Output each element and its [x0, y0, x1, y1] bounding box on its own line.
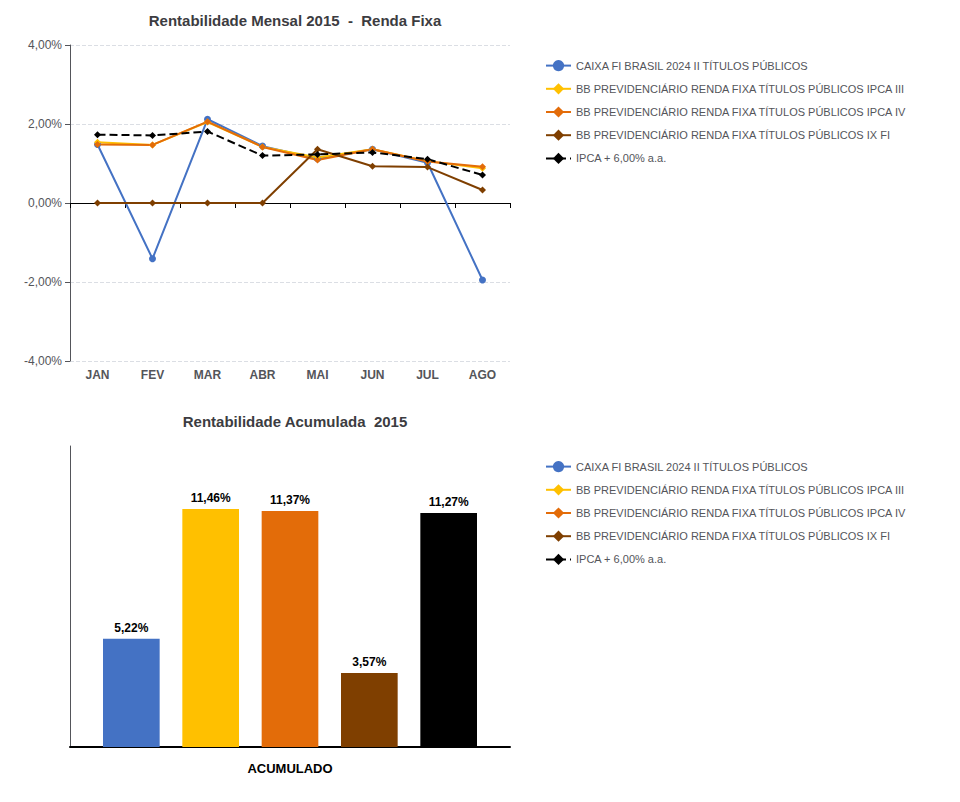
- svg-text:BB PREVIDENCIÁRIO RENDA FIXA T: BB PREVIDENCIÁRIO RENDA FIXA TÍTULOS PÚB…: [576, 83, 904, 95]
- svg-text:AGO: AGO: [469, 368, 496, 382]
- svg-text:IPCA + 6,00% a.a.: IPCA + 6,00% a.a.: [576, 152, 666, 164]
- svg-text:0,00%: 0,00%: [28, 196, 62, 210]
- svg-text:JUN: JUN: [360, 368, 384, 382]
- svg-text:Rentabilidade Mensal 2015 -: Rentabilidade Mensal 2015 - Renda Fixa: [149, 12, 442, 29]
- svg-text:11,27%: 11,27%: [429, 495, 469, 509]
- svg-text:CAIXA FI BRASIL 2024 II TÍTULO: CAIXA FI BRASIL 2024 II TÍTULOS PÚBLICOS: [576, 60, 808, 72]
- svg-text:BB PREVIDENCIÁRIO RENDA FIXA T: BB PREVIDENCIÁRIO RENDA FIXA TÍTULOS PÚB…: [576, 129, 890, 141]
- svg-text:IPCA + 6,00% a.a.: IPCA + 6,00% a.a.: [576, 553, 666, 565]
- svg-text:MAR: MAR: [194, 368, 222, 382]
- svg-text:CAIXA FI BRASIL 2024 II TÍTULO: CAIXA FI BRASIL 2024 II TÍTULOS PÚBLICOS: [576, 461, 808, 473]
- svg-text:MAI: MAI: [307, 368, 329, 382]
- svg-text:BB PREVIDENCIÁRIO RENDA FIXA T: BB PREVIDENCIÁRIO RENDA FIXA TÍTULOS PÚB…: [576, 106, 906, 118]
- svg-text:BB PREVIDENCIÁRIO RENDA FIXA T: BB PREVIDENCIÁRIO RENDA FIXA TÍTULOS PÚB…: [576, 507, 906, 519]
- svg-text:-2,00%: -2,00%: [24, 275, 62, 289]
- svg-text:ABR: ABR: [250, 368, 276, 382]
- svg-text:JAN: JAN: [85, 368, 109, 382]
- svg-text:BB PREVIDENCIÁRIO RENDA FIXA T: BB PREVIDENCIÁRIO RENDA FIXA TÍTULOS PÚB…: [576, 530, 890, 542]
- svg-text:Rentabilidade Acumulada 2015: Rentabilidade Acumulada 2015: [183, 413, 408, 430]
- svg-text:-4,00%: -4,00%: [24, 354, 62, 368]
- svg-text:3,57%: 3,57%: [352, 655, 386, 669]
- svg-text:2,00%: 2,00%: [28, 117, 62, 131]
- svg-text:JUL: JUL: [416, 368, 439, 382]
- svg-text:ACUMULADO: ACUMULADO: [247, 761, 332, 776]
- svg-text:BB PREVIDENCIÁRIO RENDA FIXA T: BB PREVIDENCIÁRIO RENDA FIXA TÍTULOS PÚB…: [576, 484, 904, 496]
- svg-text:11,37%: 11,37%: [270, 493, 310, 507]
- svg-text:FEV: FEV: [141, 368, 164, 382]
- svg-text:4,00%: 4,00%: [28, 38, 62, 52]
- svg-text:11,46%: 11,46%: [191, 491, 231, 505]
- svg-text:5,22%: 5,22%: [114, 621, 148, 635]
